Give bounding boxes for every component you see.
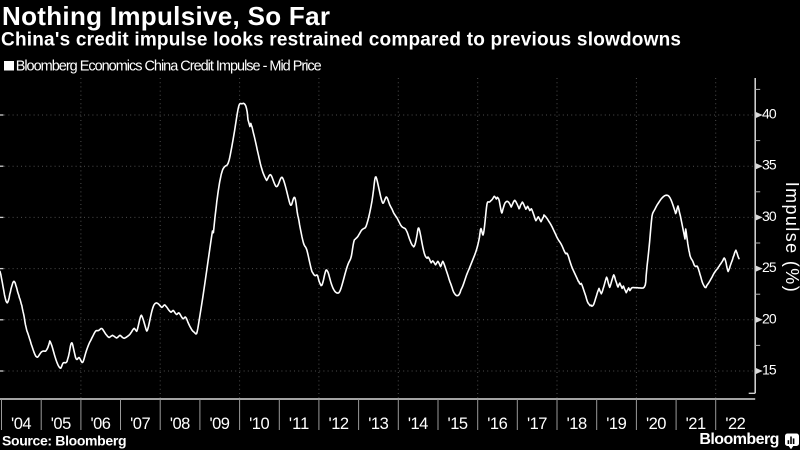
svg-text:'20: '20 — [646, 415, 667, 433]
svg-text:China's credit impulse looks r: China's credit impulse looks restrained … — [1, 30, 681, 51]
svg-text:'22: '22 — [725, 415, 746, 433]
svg-text:'19: '19 — [606, 415, 627, 433]
svg-text:'06: '06 — [90, 415, 111, 433]
svg-text:'08: '08 — [170, 415, 191, 433]
svg-text:'13: '13 — [368, 415, 389, 433]
svg-text:'11: '11 — [289, 415, 310, 433]
svg-text:Nothing Impulsive, So Far: Nothing Impulsive, So Far — [2, 1, 330, 31]
svg-text:'18: '18 — [567, 415, 588, 433]
svg-text:25: 25 — [762, 259, 777, 275]
svg-text:'12: '12 — [329, 415, 350, 433]
svg-text:'04: '04 — [11, 415, 32, 433]
svg-text:Impulse (%): Impulse (%) — [782, 182, 800, 292]
svg-text:30: 30 — [762, 208, 777, 224]
svg-text:15: 15 — [762, 362, 777, 378]
svg-text:Bloomberg: Bloomberg — [699, 431, 779, 448]
svg-text:'15: '15 — [448, 415, 469, 433]
svg-text:'14: '14 — [408, 415, 429, 433]
svg-text:'16: '16 — [487, 415, 508, 433]
svg-text:'09: '09 — [209, 415, 230, 433]
svg-text:'10: '10 — [249, 415, 270, 433]
svg-text:20: 20 — [762, 310, 777, 326]
svg-text:'05: '05 — [51, 415, 72, 433]
svg-text:Bloomberg Economics China Cred: Bloomberg Economics China Credit Impulse… — [16, 59, 322, 75]
svg-text:'07: '07 — [130, 415, 151, 433]
svg-text:'21: '21 — [686, 415, 707, 433]
svg-text:Source: Bloomberg: Source: Bloomberg — [2, 433, 127, 449]
svg-text:'17: '17 — [527, 415, 548, 433]
svg-text:40: 40 — [762, 106, 777, 122]
svg-text:35: 35 — [762, 157, 777, 173]
